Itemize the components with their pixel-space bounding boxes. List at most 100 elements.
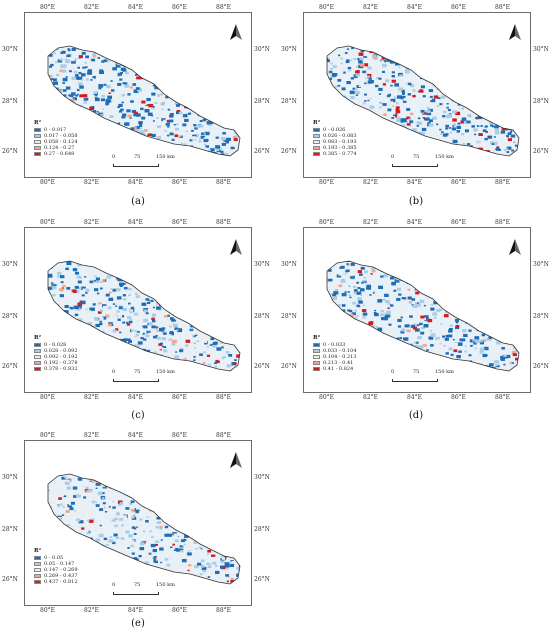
x-tick-label: 88°E: [495, 394, 511, 401]
legend-item: 0.192 - 0.378: [34, 360, 78, 366]
legend-title: R²: [34, 120, 41, 126]
y-tick-label: 26°N: [2, 363, 18, 370]
legend-swatch: [34, 562, 41, 566]
scale-label: 150 km: [435, 154, 454, 160]
y-tick-label: 30°N: [2, 46, 18, 53]
legend-label: 0.05 - 0.147: [44, 561, 75, 567]
x-tick-label: 82°E: [363, 394, 379, 401]
legend-label: 0.033 - 0.104: [323, 348, 357, 354]
scale-line: [113, 592, 159, 595]
y-tick-label: 30°N: [2, 474, 18, 481]
legend-item: 0 - 0.026: [313, 127, 357, 133]
legend-swatch: [34, 580, 41, 584]
legend-item: 0.05 - 0.147: [34, 561, 78, 567]
nepal-border: [326, 260, 520, 372]
x-tick-label: 88°E: [216, 432, 232, 439]
x-tick-label: 88°E: [216, 179, 232, 186]
legend-swatch: [34, 140, 41, 144]
y-tick-label: 28°N: [2, 98, 18, 105]
x-tick-label: 84°E: [407, 179, 423, 186]
y-tick-label: 28°N: [254, 526, 270, 533]
panel-caption: (b): [408, 196, 424, 207]
y-tick-label: 26°N: [281, 148, 297, 155]
scale-label: 150 km: [156, 369, 175, 375]
y-tick-label: 28°N: [254, 98, 270, 105]
panel-caption: (d): [408, 410, 424, 421]
legend-label: 0.41 - 0.824: [323, 366, 354, 372]
legend-item: 0.104 - 0.213: [313, 354, 357, 360]
scale-label: 0: [112, 582, 116, 588]
legend-item: 0.124 - 0.27: [34, 145, 78, 151]
legend-swatch: [313, 152, 320, 156]
legend-title: R²: [34, 335, 41, 341]
nepal-border: [47, 473, 241, 585]
y-tick-label: 26°N: [2, 148, 18, 155]
legend-label: 0 - 0.026: [323, 127, 346, 133]
x-tick-label: 84°E: [128, 607, 144, 614]
scale-label: 150 km: [435, 369, 454, 375]
x-tick-label: 84°E: [407, 4, 423, 11]
legend-swatch: [313, 367, 320, 371]
legend-swatch: [313, 128, 320, 132]
legend-label: 0.147 - 0.269: [44, 567, 78, 573]
x-tick-label: 80°E: [319, 219, 335, 226]
legend-title: R²: [313, 335, 320, 341]
legend-swatch: [34, 128, 41, 132]
legend-swatch: [313, 343, 320, 347]
y-tick-label: 28°N: [254, 313, 270, 320]
x-tick-label: 80°E: [40, 394, 56, 401]
y-tick-label: 30°N: [254, 46, 270, 53]
x-tick-label: 82°E: [84, 4, 100, 11]
panel-caption: (e): [131, 618, 145, 629]
legend-label: 0.104 - 0.213: [323, 354, 357, 360]
x-tick-label: 84°E: [128, 219, 144, 226]
legend-item: 0 - 0.05: [34, 555, 78, 561]
scale-line: [392, 379, 438, 382]
x-tick-label: 86°E: [172, 432, 188, 439]
y-tick-label: 26°N: [254, 363, 270, 370]
x-tick-label: 80°E: [319, 394, 335, 401]
x-tick-label: 88°E: [216, 394, 232, 401]
y-tick-label: 30°N: [254, 261, 270, 268]
x-tick-label: 88°E: [495, 179, 511, 186]
map-canvas: [326, 24, 521, 157]
map-canvas: [47, 452, 242, 585]
x-tick-label: 86°E: [172, 179, 188, 186]
y-tick-label: 30°N: [254, 474, 270, 481]
legend-item: 0 - 0.017: [34, 127, 78, 133]
legend-label: 0.092 - 0.192: [44, 354, 78, 360]
panel-c: 80°E 80°E 82°E 82°E 84°E 84°E 86°E 86°E 88°E 88°E…: [0, 215, 275, 425]
scale-label: 75: [134, 582, 141, 588]
legend-label: 0.385 - 0.774: [323, 151, 357, 157]
legend-swatch: [34, 152, 41, 156]
legend-item: 0.058 - 0.124: [34, 139, 78, 145]
legend-label: 0 - 0.017: [44, 127, 67, 133]
nepal-border: [47, 260, 241, 372]
y-tick-label: 28°N: [281, 98, 297, 105]
legend-label: 0.026 - 0.083: [323, 133, 357, 139]
legend-item: 0.385 - 0.774: [313, 151, 357, 157]
legend-label: 0.083 - 0.193: [323, 139, 357, 145]
y-tick-label: 26°N: [2, 576, 18, 583]
x-tick-label: 86°E: [451, 4, 467, 11]
legend-item: 0.028 - 0.092: [34, 348, 78, 354]
legend-item: 0.41 - 0.824: [313, 366, 357, 372]
x-tick-label: 84°E: [128, 394, 144, 401]
nepal-map: 80°E 80°E 82°E 82°E 84°E 84°E 86°E 86°E 88°E 88°E…: [2, 4, 270, 186]
scale-label: 75: [134, 154, 141, 160]
map-canvas: [47, 239, 242, 372]
legend-swatch: [313, 349, 320, 353]
scale-label: 150 km: [156, 154, 175, 160]
y-tick-label: 28°N: [2, 313, 18, 320]
nepal-area: [327, 46, 519, 156]
legend-item: 0.269 - 0.437: [34, 573, 78, 579]
legend-item: 0 - 0.033: [313, 342, 357, 348]
scale-label: 0: [391, 369, 395, 375]
x-tick-label: 88°E: [495, 219, 511, 226]
legend-item: 0.033 - 0.104: [313, 348, 357, 354]
x-tick-label: 80°E: [40, 4, 56, 11]
y-tick-label: 30°N: [533, 261, 549, 268]
x-tick-label: 86°E: [172, 219, 188, 226]
x-tick-label: 80°E: [319, 4, 335, 11]
legend-item: 0.437 - 0.812: [34, 579, 78, 585]
